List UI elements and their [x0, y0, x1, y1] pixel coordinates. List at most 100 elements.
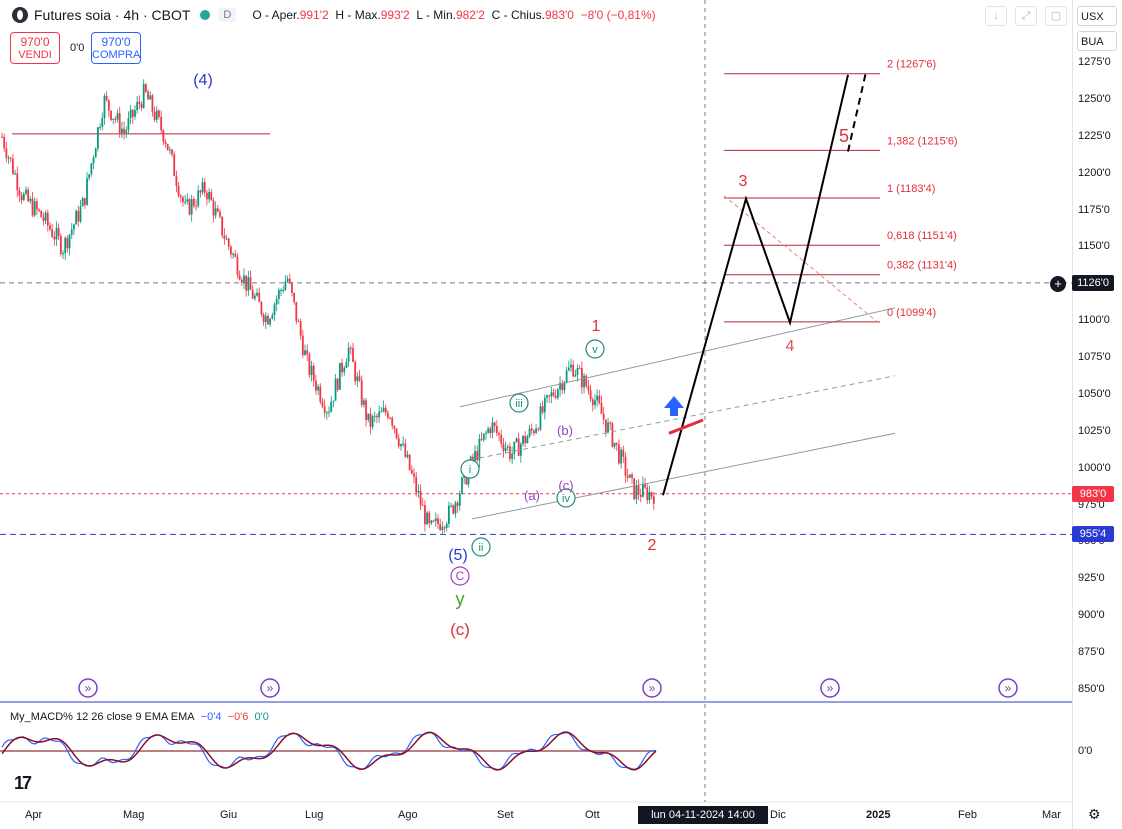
candle-body	[158, 110, 160, 117]
candle-body	[66, 237, 69, 249]
candle-body	[184, 201, 187, 203]
candle-body	[288, 278, 291, 283]
candle-body	[75, 210, 78, 225]
candle-body	[64, 237, 67, 254]
y-tick-label: 875'0	[1078, 646, 1105, 659]
wave-label: (c)	[450, 620, 470, 639]
macd-header[interactable]: My_MACD% 12 26 close 9 EMA EMA −0'4 −0'6…	[10, 711, 269, 723]
candle-body	[400, 444, 402, 447]
candle-body	[646, 487, 649, 501]
candle-body	[258, 292, 261, 302]
candle-body	[5, 148, 8, 159]
candle-body	[489, 428, 492, 433]
candle-body	[430, 520, 433, 524]
fib-level-label: 1,382 (1215'6)	[887, 135, 958, 147]
fib-diagonal-line	[723, 195, 881, 325]
candle-body	[269, 318, 272, 325]
candle-body	[166, 143, 169, 151]
price-scale[interactable]	[1072, 0, 1122, 829]
candle-body	[639, 494, 642, 497]
unit-select[interactable]: BUA	[1077, 31, 1117, 51]
candle-body	[9, 157, 12, 159]
candle-body	[236, 256, 239, 276]
tradingview-logo-icon[interactable]: 17	[14, 773, 32, 793]
add-alert-icon[interactable]: +	[1050, 276, 1066, 292]
candle-body	[312, 365, 315, 381]
candle-body	[138, 101, 141, 104]
candle-body	[110, 110, 112, 120]
wave-label: (b)	[557, 423, 573, 438]
header-tools: ↓ ⤢ ▢	[985, 6, 1067, 26]
symbol-title[interactable]: Futures soia · 4h · CBOT	[34, 7, 191, 23]
x-tick-label: Mag	[123, 809, 145, 821]
candle-body	[114, 118, 117, 120]
candle-body	[417, 490, 420, 493]
candle-body	[94, 148, 97, 158]
candle-body	[637, 485, 640, 495]
macd-title: My_MACD% 12 26 close 9 EMA EMA	[10, 711, 195, 723]
candle-body	[365, 400, 367, 420]
y-tick-label: 1200'0	[1078, 166, 1111, 179]
settings-gear-icon[interactable]: ⚙	[1088, 806, 1101, 822]
support-price-label: 955'4	[1072, 526, 1114, 543]
y-tick-label: 850'0	[1078, 683, 1105, 695]
buy-button[interactable]: 970'0 COMPRA	[91, 32, 141, 64]
sell-label: VENDI	[18, 49, 52, 61]
candle-body	[382, 407, 385, 412]
candle-body	[548, 395, 551, 397]
candle-body	[539, 406, 542, 430]
candle-body	[282, 289, 285, 291]
candle-body	[393, 425, 396, 429]
candle-body	[578, 368, 581, 370]
download-icon[interactable]: ↓	[985, 6, 1007, 26]
candle-body	[478, 438, 481, 461]
candle-body	[192, 199, 195, 206]
wave-label: 4	[786, 338, 795, 355]
y-tick-label: 1225'0	[1078, 129, 1111, 142]
candle-body	[103, 95, 106, 118]
ohlc-low-label: L - Min.	[416, 8, 456, 22]
y-tick-label: 900'0	[1078, 609, 1105, 622]
crosshair-price-label: 1126'0	[1072, 274, 1114, 291]
candle-body	[530, 428, 533, 431]
chart-canvas[interactable]: 2 (1267'6) 1,382 (1215'6) 1 (1183'4) 0,618 …	[0, 0, 1072, 829]
candle-body	[177, 185, 180, 196]
candle-body	[487, 428, 490, 433]
candle-body	[339, 362, 341, 390]
candle-body	[168, 149, 171, 151]
fullscreen-icon[interactable]: ▢	[1045, 6, 1067, 26]
y-tick-label: 1050'0	[1078, 387, 1111, 400]
event-marker-icon	[260, 678, 280, 698]
candle-body	[129, 109, 132, 119]
candle-body	[349, 347, 352, 349]
wave-label: 5	[839, 126, 849, 146]
data-badge[interactable]: D	[218, 8, 237, 22]
candle-body	[44, 212, 47, 221]
candle-body	[461, 477, 463, 494]
candle-body	[524, 435, 527, 444]
maximize-icon[interactable]: ⤢	[1015, 6, 1037, 26]
candle-body	[458, 493, 461, 506]
event-marker-icon	[642, 678, 662, 698]
y-tick-label: 1250'0	[1078, 92, 1111, 105]
ohlc-open-value: 991'2	[299, 8, 329, 22]
currency-select[interactable]: USX	[1077, 6, 1117, 26]
candle-body	[99, 126, 101, 128]
candle-body	[14, 173, 16, 175]
projection-extension	[847, 71, 867, 152]
candle-body	[454, 502, 457, 514]
candle-body	[541, 406, 544, 413]
candle-body	[18, 190, 21, 196]
candle-body	[171, 149, 173, 155]
candle-body	[182, 197, 184, 203]
candle-body	[570, 364, 572, 368]
sell-button[interactable]: 970'0 VENDI	[10, 32, 60, 64]
ohlc-open-label: O - Aper.	[252, 8, 300, 22]
candle-body	[367, 413, 370, 420]
market-status-icon	[200, 10, 211, 20]
fib-level-label: 0 (1099'4)	[887, 307, 936, 319]
event-marker-glyph: »	[649, 681, 656, 695]
candle-body	[528, 428, 531, 437]
event-marker-icon	[78, 678, 98, 698]
macd-signal-line	[1, 731, 657, 771]
